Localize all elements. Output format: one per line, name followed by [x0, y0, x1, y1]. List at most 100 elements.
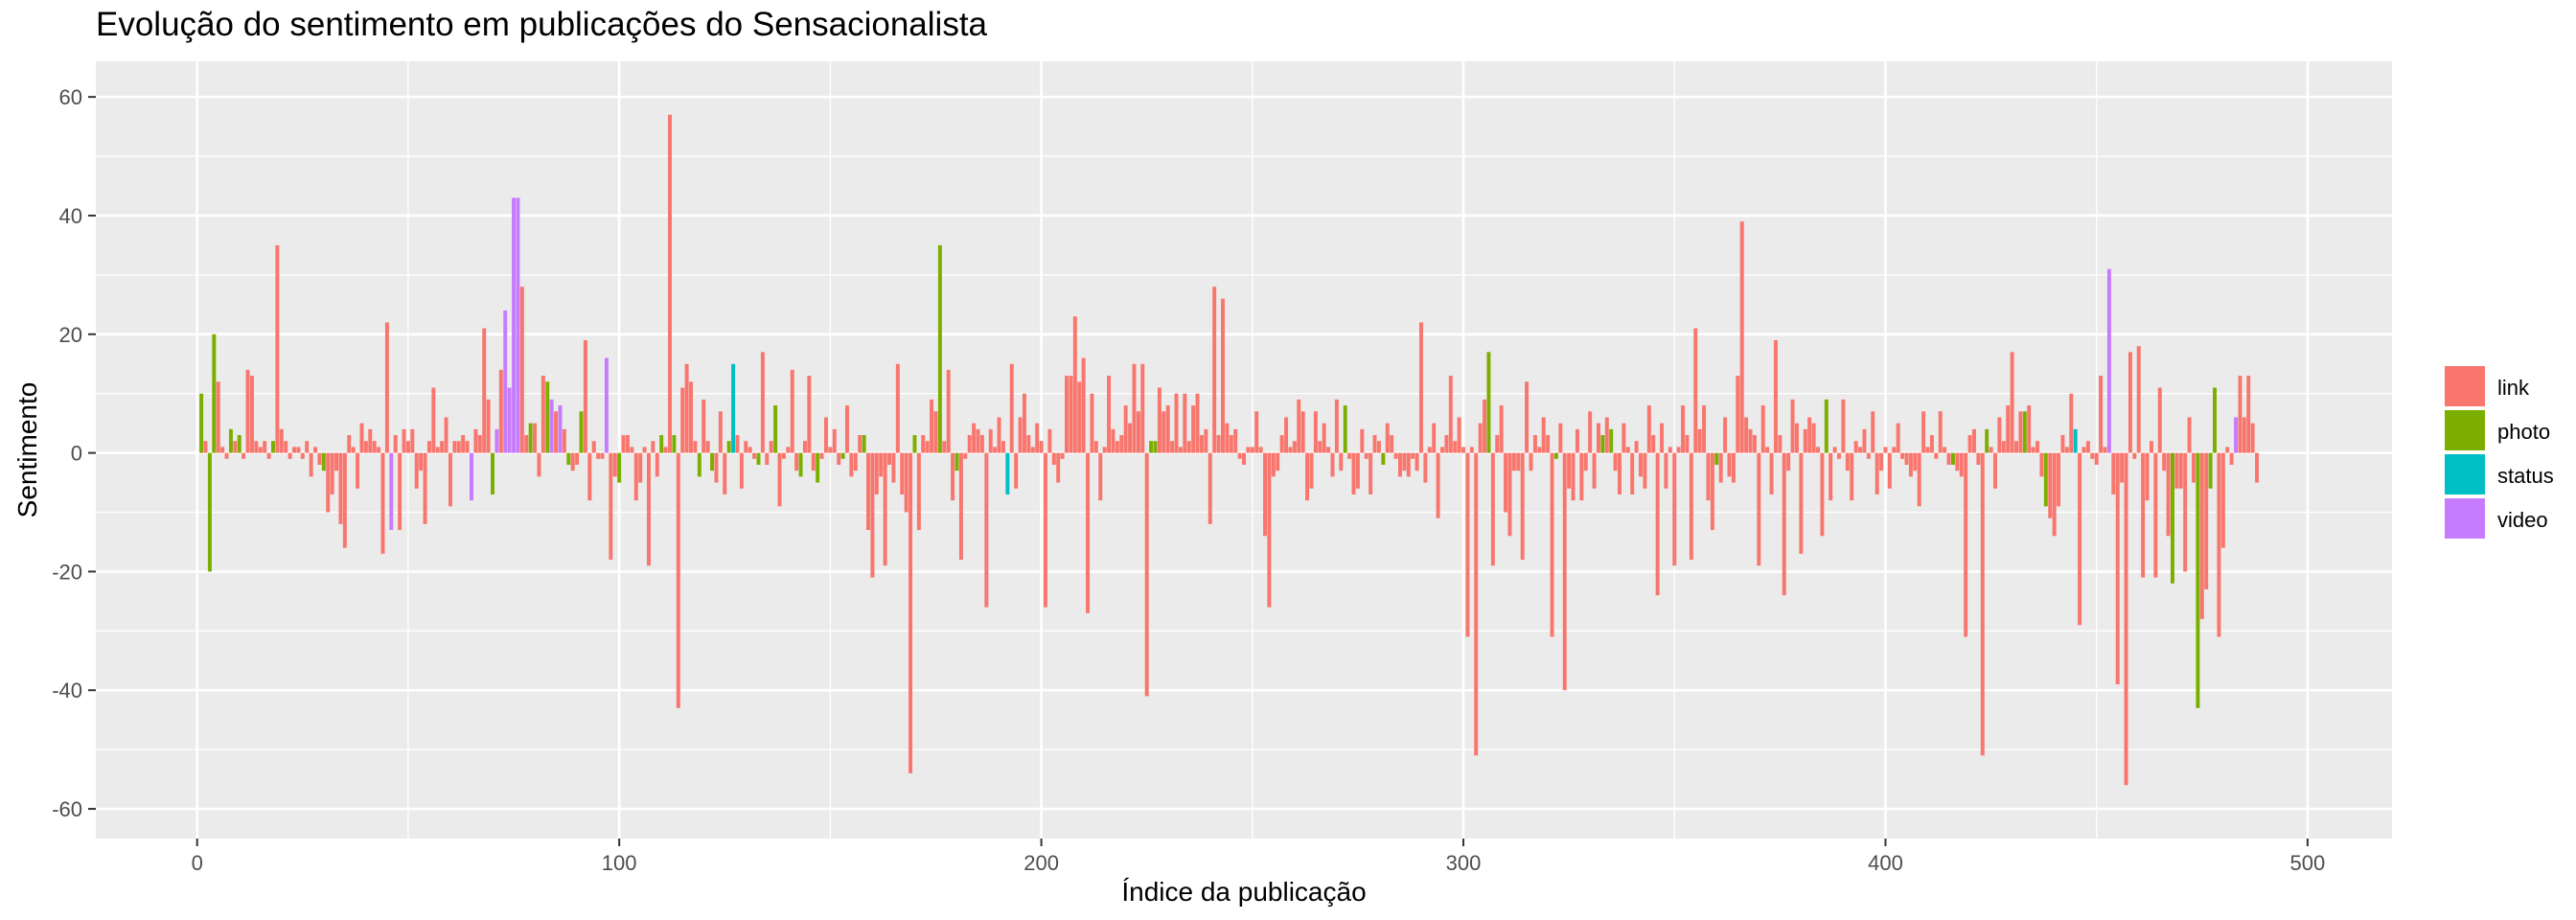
- bar-photo: [1553, 452, 1558, 459]
- bar-link: [933, 411, 938, 453]
- bar-link: [2027, 405, 2032, 453]
- bar-link: [1697, 428, 1702, 453]
- bar-photo: [212, 334, 217, 453]
- bar-link: [1892, 447, 1897, 453]
- bar-link: [2103, 447, 2107, 453]
- bar-link: [1390, 435, 1394, 453]
- bar-link: [984, 452, 989, 608]
- bar-link: [1276, 452, 1280, 472]
- bar-link: [254, 441, 259, 453]
- bar-link: [1136, 411, 1140, 453]
- bar-link: [1022, 393, 1026, 453]
- bar-photo: [816, 452, 820, 483]
- bar-photo: [579, 411, 584, 453]
- bar-link: [1461, 447, 1466, 453]
- bar-link: [2187, 417, 2192, 453]
- bar-link: [524, 435, 529, 453]
- bar-link: [1081, 357, 1086, 453]
- bar-link: [988, 428, 993, 453]
- bar-photo: [798, 452, 803, 477]
- bar-video: [516, 197, 520, 453]
- bar-link: [398, 452, 402, 531]
- bar-status: [2073, 428, 2078, 453]
- bar-link: [1929, 435, 1934, 453]
- bar-link: [1102, 447, 1107, 453]
- bar-link: [1376, 441, 1381, 453]
- bars: [199, 114, 2260, 786]
- y-tick-label: -20: [52, 560, 82, 584]
- bar-link: [1613, 452, 1618, 472]
- bar-link: [347, 435, 352, 453]
- x-axis-title: Índice da publicação: [1121, 877, 1366, 907]
- bar-link: [2090, 452, 2095, 459]
- bar-link: [1448, 376, 1453, 453]
- bar-link: [1900, 452, 1905, 459]
- bar-link: [540, 376, 545, 453]
- legend-label-video: video: [2497, 508, 2548, 532]
- bar-video: [2106, 268, 2111, 453]
- bar-link: [2018, 411, 2023, 453]
- bar-photo: [726, 441, 731, 453]
- bar-photo: [1343, 405, 1347, 453]
- bar-link: [633, 452, 638, 501]
- x-tick-label: 100: [602, 851, 637, 875]
- legend-label-link: link: [2497, 376, 2530, 400]
- bar-link: [714, 452, 719, 483]
- bar-link: [1778, 435, 1782, 453]
- bar-link: [1925, 447, 1930, 453]
- bar-link: [781, 452, 786, 459]
- bar-link: [1128, 423, 1133, 453]
- bar-link: [832, 428, 837, 453]
- bar-link: [263, 441, 267, 453]
- bar-link: [1739, 221, 1744, 453]
- bar-link: [1326, 447, 1331, 453]
- bar-link: [1474, 452, 1479, 756]
- bar-link: [1731, 452, 1736, 483]
- bar-link: [2141, 452, 2146, 578]
- bar-link: [1748, 428, 1753, 453]
- bar-link: [377, 447, 381, 453]
- bar-photo: [545, 381, 550, 453]
- bar-video: [512, 197, 517, 453]
- bar-link: [1887, 452, 1892, 489]
- bar-link: [245, 369, 250, 453]
- bar-link: [1883, 447, 1888, 453]
- bar-link: [2128, 352, 2132, 453]
- bar-link: [309, 452, 313, 477]
- bar-link: [2078, 452, 2082, 626]
- bar-link: [1414, 452, 1419, 472]
- bar-photo: [617, 452, 622, 483]
- bar-link: [1537, 447, 1542, 453]
- bar-link: [1908, 452, 1913, 477]
- bar-link: [2238, 376, 2242, 453]
- bar-link: [802, 441, 807, 453]
- bar-link: [1676, 447, 1681, 453]
- bar-link: [689, 381, 693, 453]
- bar-link: [220, 447, 225, 453]
- bar-link: [1199, 435, 1204, 453]
- bar-link: [2183, 452, 2188, 572]
- bar-link: [979, 435, 984, 453]
- bar-link: [1946, 452, 1951, 465]
- bar-link: [537, 452, 541, 477]
- bar-link: [1989, 447, 1993, 453]
- bar-link: [279, 428, 284, 453]
- bar-link: [916, 452, 921, 531]
- bar-link: [625, 435, 630, 453]
- bar-photo: [2208, 452, 2213, 489]
- bar-link: [1072, 316, 1077, 453]
- bar-link: [967, 435, 972, 453]
- bar-video: [507, 387, 512, 453]
- bar-link: [2052, 452, 2057, 537]
- bar-link: [1723, 417, 1728, 453]
- bar-link: [1360, 428, 1365, 453]
- bar-link: [444, 417, 448, 453]
- bar-link: [1913, 452, 1918, 472]
- bar-link: [702, 399, 706, 453]
- bar-link: [1841, 399, 1846, 453]
- bar-link: [473, 428, 478, 453]
- bar-link: [258, 447, 263, 453]
- bar-link: [448, 452, 452, 507]
- bar-photo: [1149, 441, 1154, 453]
- bar-link: [1858, 447, 1863, 453]
